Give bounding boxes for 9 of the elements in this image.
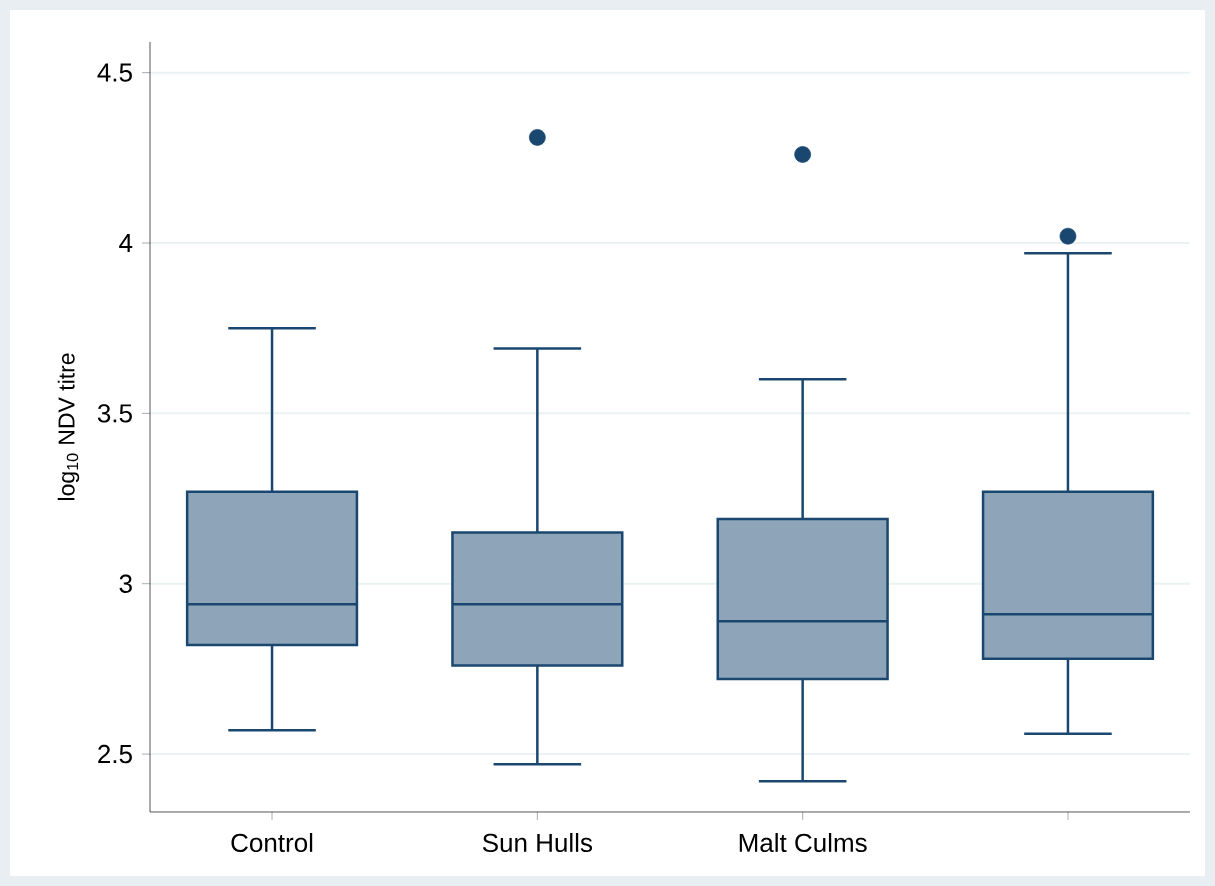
y-axis-title: log$_{10}$ NDV titre xyxy=(57,353,80,500)
x-tick-label: Control xyxy=(231,832,313,853)
y-tick-label: 3.5 xyxy=(97,404,132,423)
y-tick-label: 4 xyxy=(119,234,133,252)
x-tick-label: Malt Culms xyxy=(739,832,867,853)
y-tick-label: 3 xyxy=(119,574,132,593)
x-tick-label: Sun Hulls xyxy=(482,832,593,853)
y-tick-label: 4.5 xyxy=(97,63,132,82)
y-tick-label: 2.5 xyxy=(98,744,132,764)
